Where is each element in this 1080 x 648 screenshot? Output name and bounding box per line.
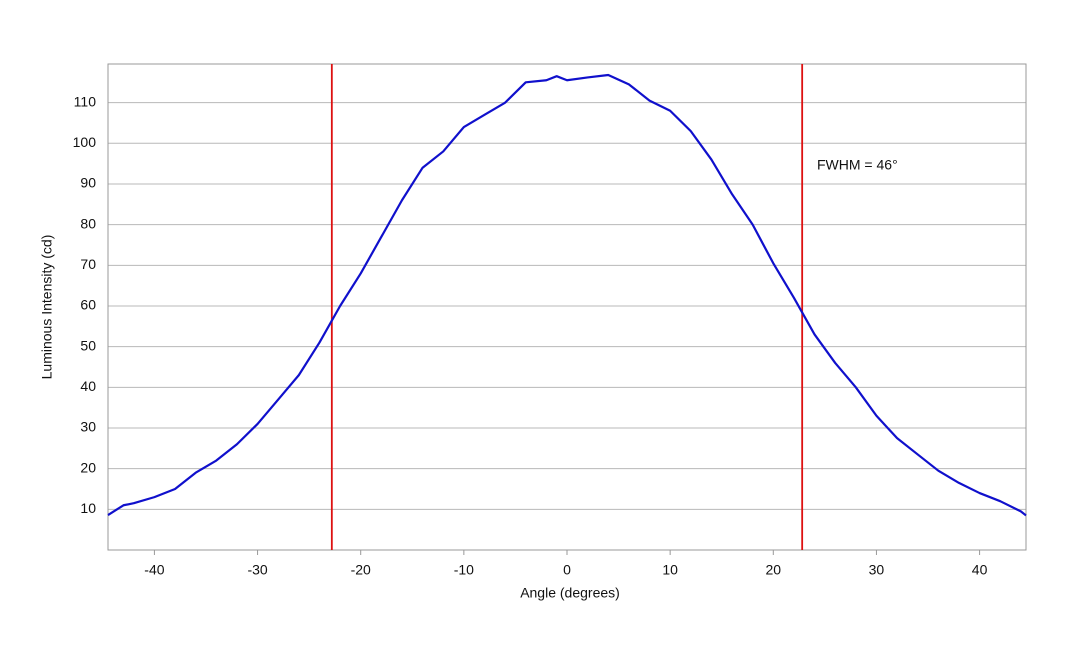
y-tick-label: 30 (80, 419, 96, 435)
y-tick-label: 110 (74, 93, 97, 109)
x-tick-label: -30 (247, 562, 267, 578)
y-tick-label: 70 (80, 256, 96, 272)
data-line (107, 73, 1027, 517)
x-tick-label: -40 (144, 562, 164, 578)
y-tick-label: 40 (80, 378, 96, 394)
x-tick-label: 40 (972, 562, 988, 578)
y-tick-label: 50 (80, 337, 96, 353)
plot-frame (107, 63, 1027, 551)
y-tick-label: 20 (80, 459, 96, 475)
x-tick-label: -10 (454, 562, 474, 578)
x-tick-label: 30 (869, 562, 885, 578)
x-axis-label: Angle (degrees) (520, 585, 620, 601)
x-tick-label: -20 (351, 562, 371, 578)
y-tick-label: 100 (73, 134, 97, 150)
annotation: FWHM = 46° (817, 157, 898, 173)
x-tick-label: 10 (662, 562, 678, 578)
y-axis-label: Luminous Intensity (cd) (39, 235, 55, 380)
y-tick-label: 90 (80, 175, 96, 191)
y-tick-label: 60 (80, 297, 96, 313)
y-tick-label: 80 (80, 215, 96, 231)
x-tick-label: 20 (766, 562, 782, 578)
y-tick-label: 10 (80, 500, 96, 516)
x-tick-label: 0 (563, 562, 571, 578)
